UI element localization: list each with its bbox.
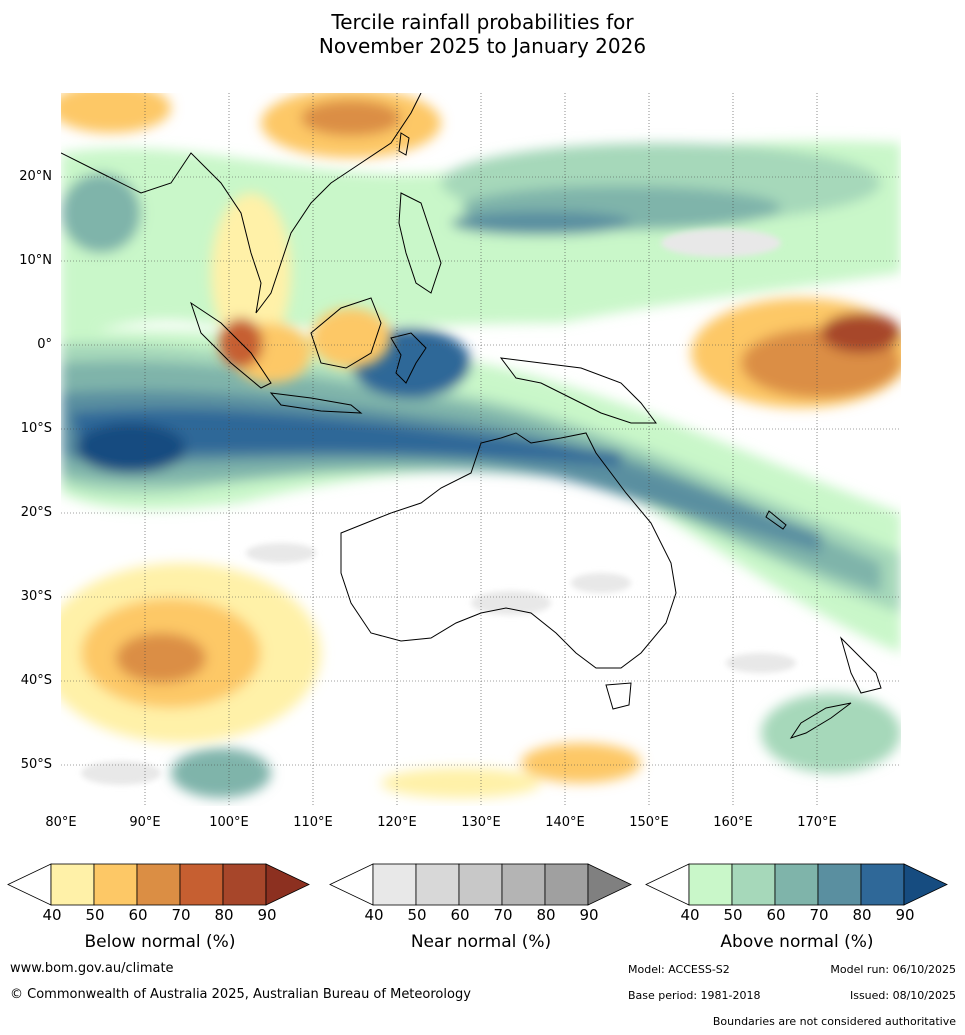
model-run-text: Model run: 06/10/2025 <box>830 963 956 976</box>
near-colorbar-segment-2 <box>415 863 460 906</box>
base-period-text: Base period: 1981-2018 <box>628 989 761 1002</box>
asia-mainland-coastline <box>61 93 422 314</box>
sulawesi-coastline <box>390 332 427 384</box>
near-tick-60: 60 <box>450 906 470 924</box>
map-title: Tercile rainfall probabilities for Novem… <box>0 10 965 58</box>
graticule <box>61 93 901 806</box>
near-colorbar-segment-3 <box>458 863 503 906</box>
lat-label-50s: 50°S <box>20 757 52 772</box>
near-colorbar-segment-1 <box>372 863 417 906</box>
lon-label-80e: 80°E <box>45 815 77 830</box>
above-tick-70: 70 <box>809 906 829 924</box>
philippines-coastline <box>398 192 442 294</box>
near-colorbar-upper-extension <box>587 863 632 906</box>
near-colorbar-lower-extension <box>329 863 374 906</box>
below-colorbar-segment-5 <box>222 863 267 906</box>
new-guinea-coastline <box>499 357 657 424</box>
near-normal-colorbar-svg <box>329 863 632 906</box>
near-colorbar-segment-4 <box>501 863 546 906</box>
above-normal-title: Above normal (%) <box>720 932 874 952</box>
near-tick-50: 50 <box>407 906 427 924</box>
lat-label-20n: 20°N <box>19 169 52 184</box>
near-colorbar-segment-5 <box>544 863 589 906</box>
taiwan-coastline <box>398 132 410 156</box>
below-tick-60: 60 <box>128 906 148 924</box>
lon-label-160e: 160°E <box>713 815 753 830</box>
below-normal-field <box>61 93 901 798</box>
above-tick-90: 90 <box>895 906 915 924</box>
tasmania-coastline <box>605 682 632 710</box>
lat-label-40s: 40°S <box>20 673 52 688</box>
rainfall-probability-map[interactable] <box>61 93 901 806</box>
above-colorbar-segment-2 <box>731 863 776 906</box>
below-normal-colorbar-svg <box>7 863 310 906</box>
lon-label-120e: 120°E <box>377 815 417 830</box>
above-colorbar-segment-3 <box>774 863 819 906</box>
below-tick-50: 50 <box>85 906 105 924</box>
near-normal-title: Near normal (%) <box>410 932 552 952</box>
borneo-coastline <box>310 297 382 369</box>
near-normal-field <box>81 229 796 785</box>
model-text: Model: ACCESS-S2 <box>628 963 730 976</box>
near-normal-colorbar <box>329 863 632 906</box>
lat-label-20s: 20°S <box>20 505 52 520</box>
above-normal-colorbar-svg <box>645 863 948 906</box>
below-colorbar-upper-extension <box>265 863 310 906</box>
above-colorbar-upper-extension <box>903 863 948 906</box>
website-link[interactable]: www.bom.gov.au/climate <box>10 961 174 976</box>
below-colorbar-segment-1 <box>50 863 95 906</box>
lat-label-equator: 0° <box>37 337 52 352</box>
map-title-line1: Tercile rainfall probabilities for <box>331 10 634 34</box>
new-zealand-north-coastline <box>839 636 882 694</box>
lon-label-90e: 90°E <box>129 815 161 830</box>
above-tick-40: 40 <box>680 906 700 924</box>
below-tick-70: 70 <box>171 906 191 924</box>
lat-label-10s: 10°S <box>20 421 52 436</box>
new-caledonia-coastline <box>765 510 787 530</box>
near-tick-70: 70 <box>493 906 513 924</box>
below-colorbar-segment-4 <box>179 863 224 906</box>
lon-label-140e: 140°E <box>545 815 585 830</box>
below-colorbar-segment-2 <box>93 863 138 906</box>
below-colorbar-segment-3 <box>136 863 181 906</box>
below-tick-90: 90 <box>257 906 277 924</box>
above-tick-50: 50 <box>723 906 743 924</box>
boundaries-note: Boundaries are not considered authoritat… <box>712 1015 956 1028</box>
lat-label-10n: 10°N <box>19 253 52 268</box>
near-tick-80: 80 <box>536 906 556 924</box>
below-colorbar-lower-extension <box>7 863 52 906</box>
above-normal-colorbar <box>645 863 948 906</box>
lat-label-30s: 30°S <box>20 589 52 604</box>
java-coastline <box>269 392 363 414</box>
issued-text: Issued: 08/10/2025 <box>849 989 956 1002</box>
above-colorbar-lower-extension <box>645 863 690 906</box>
below-tick-80: 80 <box>214 906 234 924</box>
below-tick-40: 40 <box>42 906 62 924</box>
lon-label-150e: 150°E <box>629 815 669 830</box>
lon-label-130e: 130°E <box>461 815 501 830</box>
lon-label-100e: 100°E <box>209 815 249 830</box>
near-tick-90: 90 <box>579 906 599 924</box>
sumatra-coastline <box>190 301 272 389</box>
copyright-text: © Commonwealth of Australia 2025, Austra… <box>10 987 471 1002</box>
map-title-line2: November 2025 to January 2026 <box>318 34 647 58</box>
australia-coastline <box>340 432 677 669</box>
lon-label-170e: 170°E <box>797 815 837 830</box>
above-tick-80: 80 <box>852 906 872 924</box>
near-tick-40: 40 <box>364 906 384 924</box>
above-colorbar-segment-1 <box>688 863 733 906</box>
map-canvas <box>61 93 901 806</box>
coastlines <box>61 93 882 739</box>
below-normal-title: Below normal (%) <box>84 932 236 952</box>
above-tick-60: 60 <box>766 906 786 924</box>
below-normal-colorbar <box>7 863 310 906</box>
above-colorbar-segment-5 <box>860 863 905 906</box>
new-zealand-south-coastline <box>789 702 852 739</box>
above-colorbar-segment-4 <box>817 863 862 906</box>
lon-label-110e: 110°E <box>293 815 333 830</box>
